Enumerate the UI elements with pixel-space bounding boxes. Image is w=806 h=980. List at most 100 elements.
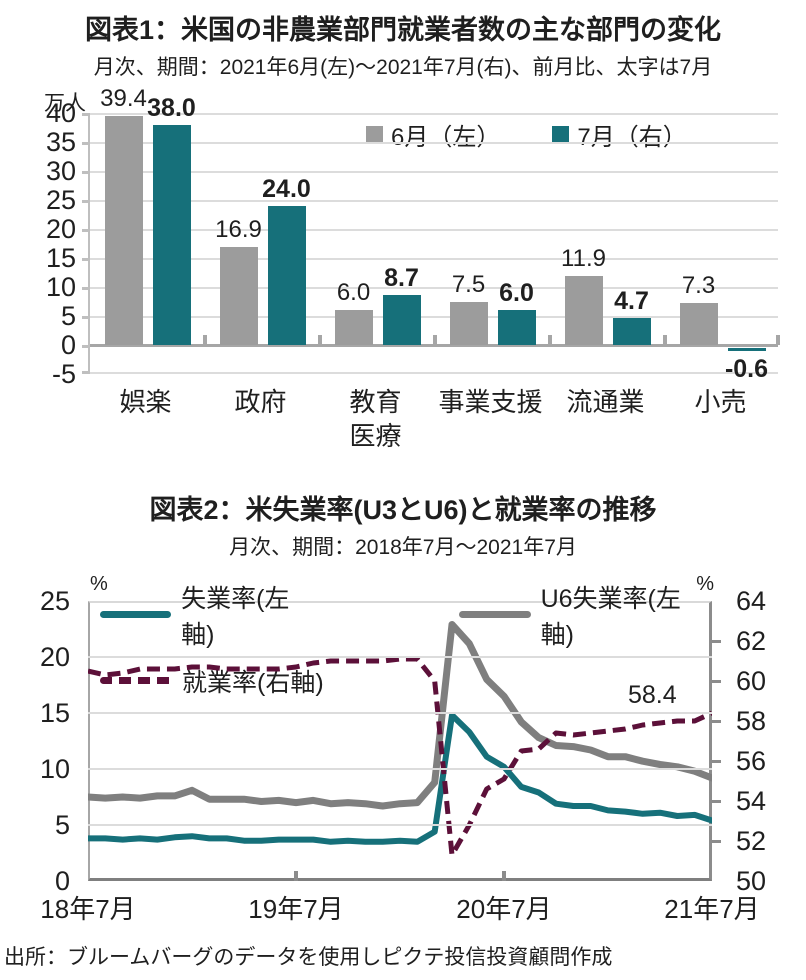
category-label: 事業支援 — [433, 386, 548, 454]
legend-row-2: 就業率(右軸) — [100, 663, 712, 699]
bar-july — [152, 124, 191, 345]
x-axis-tick — [294, 870, 298, 881]
y-axis-tick — [82, 229, 90, 232]
y-axis-label: 35 — [45, 127, 76, 157]
category-label: 娯楽 — [88, 386, 203, 454]
left-axis-label: 10 — [39, 753, 70, 784]
bar-value-label: 6.0 — [499, 279, 534, 308]
y-axis-tick — [82, 258, 90, 261]
series-line-employment — [88, 656, 712, 858]
y-axis-tick — [82, 142, 90, 145]
y-axis-label: 25 — [45, 185, 76, 215]
category-label-line: 流通業 — [566, 387, 645, 417]
unemployment-line-swatch — [100, 611, 172, 619]
legend-item-june: 6月（左） — [366, 117, 500, 152]
legend-row-1: 失業率(左軸) U6失業率(左軸) — [100, 579, 712, 651]
right-axis-label: 62 — [736, 625, 767, 656]
chart1-subtitle: 月次、期間：2021年6月(左)～2021年7月(右)、前月比、太字は7月 — [93, 56, 713, 79]
gridline — [88, 767, 712, 770]
x-axis-tick — [776, 335, 780, 345]
right-axis-label: 64 — [736, 585, 767, 616]
series-line-u3 — [88, 711, 712, 845]
x-axis-label: 21年7月 — [664, 893, 760, 924]
bar-value-label: 7.5 — [451, 270, 486, 298]
employment-legend-label: 就業率(右軸) — [182, 668, 324, 697]
right-axis-label: 60 — [736, 665, 767, 696]
chart2-legend: 失業率(左軸) U6失業率(左軸) 就業率(右軸) — [100, 579, 712, 699]
y-axis-label: 15 — [45, 243, 76, 273]
bar-value-label: 4.7 — [614, 286, 649, 315]
employment-rate-annotation: 58.4 — [628, 680, 677, 709]
bar-june — [564, 275, 603, 345]
gridline — [90, 372, 778, 374]
july-legend-swatch — [552, 126, 570, 143]
y-axis-label: 10 — [45, 272, 76, 302]
y-axis-label: 0 — [60, 330, 76, 360]
y-axis-tick — [82, 200, 90, 203]
x-axis-tick — [548, 335, 552, 345]
chart2-plot-wrap: % % 失業率(左軸) U6失業率(左軸) 就業率(右軸) 58.4 25 20 1… — [40, 573, 766, 896]
gridline — [90, 113, 778, 115]
legend-item-july: 7月（右） — [552, 117, 687, 152]
right-axis-tick — [712, 839, 721, 843]
gridline — [90, 287, 778, 289]
y-axis-label: 5 — [60, 301, 76, 331]
line-series-canvas — [88, 620, 712, 858]
bar-value-label: 39.4 — [100, 85, 147, 113]
bar-june — [104, 116, 143, 345]
bar-june — [334, 310, 373, 345]
bar-july — [497, 310, 536, 345]
left-axis-label: 0 — [54, 865, 70, 896]
category-label: 政府 — [203, 386, 318, 454]
bar-value-label: 16.9 — [215, 215, 262, 243]
right-axis-tick — [712, 719, 721, 723]
gridline — [90, 142, 778, 144]
gridline — [90, 171, 778, 173]
bar-july — [382, 294, 421, 345]
gridline — [88, 655, 712, 658]
x-axis-tick — [502, 870, 506, 881]
chart1-plot-area: 6月（左） 7月（右） 40 35 30 25 20 15 10 5 0 -5 39.4 38.0 16… — [46, 85, 780, 389]
y-axis-tick — [82, 171, 90, 174]
y-axis-label: -5 — [51, 359, 76, 389]
bar-july — [612, 317, 651, 345]
right-axis-label: 56 — [736, 745, 767, 776]
bar-july — [727, 348, 766, 352]
x-axis-tick — [318, 335, 322, 345]
chart2-subtitle: 月次、期間：2018年7月～2021年7月 — [229, 535, 577, 559]
x-axis-label: 20年7月 — [456, 893, 552, 924]
category-label: 流通業 — [548, 386, 663, 454]
bar-june — [449, 301, 488, 345]
right-axis-tick — [712, 679, 721, 683]
left-axis-unit: % — [90, 572, 108, 595]
x-axis-label: 19年7月 — [248, 893, 344, 924]
category-label: 教育 医療 — [318, 386, 433, 454]
chart1-category-axis: 娯楽 政府 教育 医療 事業支援 流通業 小売 — [88, 386, 778, 454]
line-chart-section: 図表2：米失業率(U3とU6)と就業率の推移 月次、期間：2018年7月～202… — [0, 488, 806, 924]
chart2-plot-area — [88, 600, 712, 881]
bar-value-label: 11.9 — [561, 244, 606, 272]
x-axis-tick — [203, 335, 207, 345]
left-axis-label: 15 — [39, 697, 70, 728]
left-axis-label: 25 — [39, 585, 70, 616]
bar-june — [679, 302, 718, 345]
gridline — [90, 200, 778, 202]
gridline — [90, 258, 778, 260]
y-axis-tick — [82, 113, 90, 116]
chart1-unit-label: 万人 — [44, 92, 86, 115]
right-axis-tick — [712, 759, 721, 763]
employment-line-swatch — [100, 677, 172, 685]
chart2-title: 図表2：米失業率(U3とU6)と就業率の推移 — [149, 494, 657, 525]
series-line-u6 — [88, 620, 712, 810]
x-axis-tick — [663, 335, 667, 345]
category-label-line: 小売 — [694, 387, 747, 417]
chart2-x-axis: 18年7月 19年7月 20年7月 21年7月 — [40, 889, 759, 924]
right-axis-label: 52 — [736, 825, 767, 856]
bar-value-label: 6.0 — [336, 279, 371, 307]
right-axis-label: 54 — [736, 785, 767, 816]
bar-value-label: 24.0 — [262, 174, 311, 203]
u6-line-swatch — [459, 611, 531, 619]
y-axis-label: 40 — [45, 98, 76, 128]
bar-value-label: 8.7 — [384, 263, 419, 292]
june-legend-label: 6月（左） — [391, 124, 501, 151]
